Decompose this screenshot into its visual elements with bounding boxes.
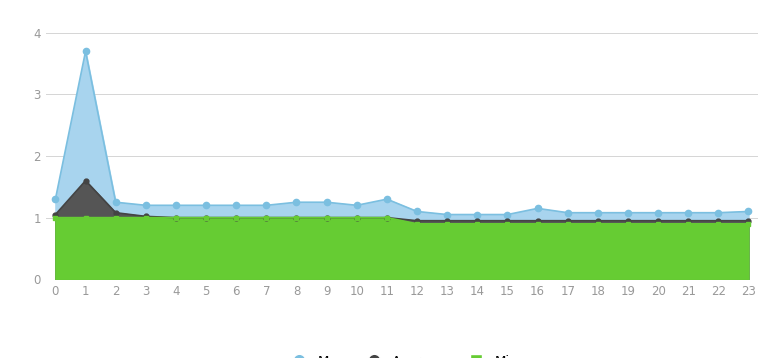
Legend: Max, Average, Min: Max, Average, Min (281, 350, 523, 358)
